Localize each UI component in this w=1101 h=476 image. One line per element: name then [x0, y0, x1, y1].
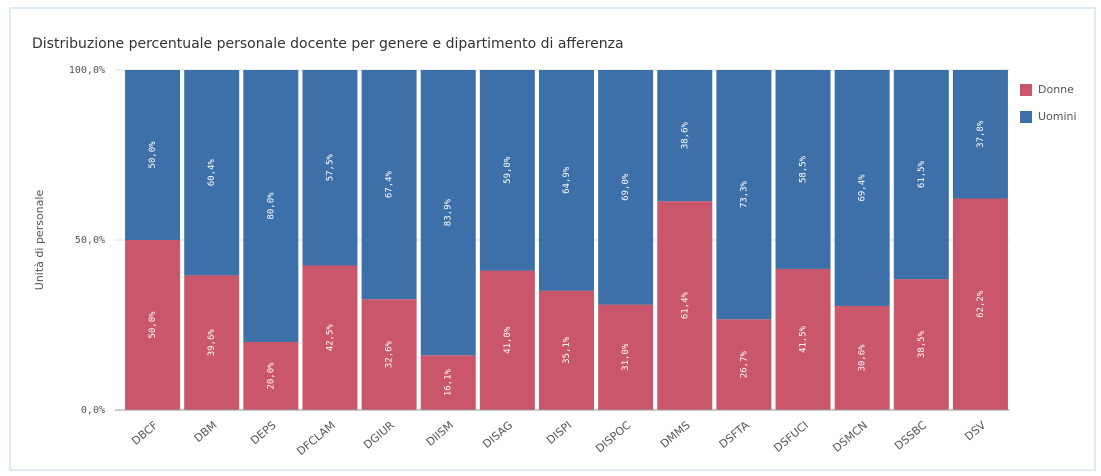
bar-segment: [657, 70, 713, 202]
data-label: 61,4%: [680, 291, 690, 319]
data-label: 37,8%: [976, 120, 986, 148]
data-label: 38,5%: [917, 330, 927, 358]
bar-segment: [420, 355, 476, 410]
data-label: 61,5%: [917, 160, 927, 188]
data-label: 41,0%: [503, 326, 513, 354]
data-label: 42,5%: [325, 324, 335, 352]
bar-segment: [184, 70, 240, 276]
data-label: 16,1%: [444, 369, 454, 397]
data-label: 59,0%: [503, 156, 513, 184]
data-label: 39,6%: [207, 329, 217, 357]
data-label: 60,4%: [207, 159, 217, 187]
bar-segment: [361, 70, 417, 300]
data-label: 69,0%: [621, 173, 631, 201]
bar-segment: [775, 268, 831, 410]
bar-segment: [598, 304, 654, 410]
data-label: 57,5%: [325, 154, 335, 182]
data-label: 69,4%: [858, 174, 868, 202]
data-label: 80,0%: [266, 192, 276, 220]
bar-segment: [361, 299, 417, 410]
bar-segment: [657, 201, 713, 410]
data-label: 50,0%: [148, 141, 158, 169]
data-label: 73,3%: [739, 180, 749, 208]
bar-segment: [184, 275, 240, 410]
data-label: 26,7%: [739, 350, 749, 378]
bar-segment: [479, 70, 535, 271]
data-label: 32,6%: [385, 340, 395, 368]
bar-segment: [479, 270, 535, 410]
data-label: 31,0%: [621, 343, 631, 371]
y-tick-label: 0,0%: [81, 405, 105, 416]
bar-segment: [952, 198, 1008, 410]
data-label: 35,1%: [562, 336, 572, 364]
bar-segment: [834, 305, 890, 410]
bar-segment: [243, 342, 299, 410]
data-label: 20,0%: [266, 362, 276, 390]
data-label: 67,4%: [385, 170, 395, 198]
bar-segment: [302, 265, 358, 410]
bar-segment: [893, 70, 949, 280]
y-tick-label: 100,0%: [69, 65, 105, 76]
bar-segment: [716, 70, 772, 320]
bar-segment: [834, 70, 890, 306]
bar-segment: [302, 70, 358, 266]
data-label: 38,6%: [680, 121, 690, 149]
chart-title: Distribuzione percentuale personale doce…: [32, 36, 624, 52]
bar-segment: [716, 319, 772, 410]
bar-segment: [125, 240, 181, 410]
bar-segment: [125, 70, 181, 240]
y-axis-label: Unità di personale: [33, 190, 46, 291]
data-label: 30,6%: [858, 344, 868, 372]
bar-segment: [539, 290, 594, 410]
data-label: 83,9%: [444, 199, 454, 227]
data-label: 64,9%: [562, 166, 572, 194]
data-label: 41,5%: [799, 325, 809, 353]
data-label: 58,5%: [799, 155, 809, 183]
data-label: 50,0%: [148, 311, 158, 339]
legend-swatch: [1020, 111, 1032, 123]
y-tick-label: 50,0%: [75, 235, 105, 246]
bar-segment: [893, 279, 949, 410]
bar-segment: [539, 70, 594, 291]
legend-label: Uomini: [1038, 110, 1077, 123]
legend-swatch: [1020, 84, 1032, 96]
bar-segment: [952, 70, 1008, 199]
bar-segment: [243, 70, 299, 342]
bar-segment: [420, 70, 476, 356]
data-label: 62,2%: [976, 290, 986, 318]
bar-segment: [775, 70, 831, 269]
legend-label: Donne: [1038, 83, 1074, 96]
bar-segment: [598, 70, 654, 305]
